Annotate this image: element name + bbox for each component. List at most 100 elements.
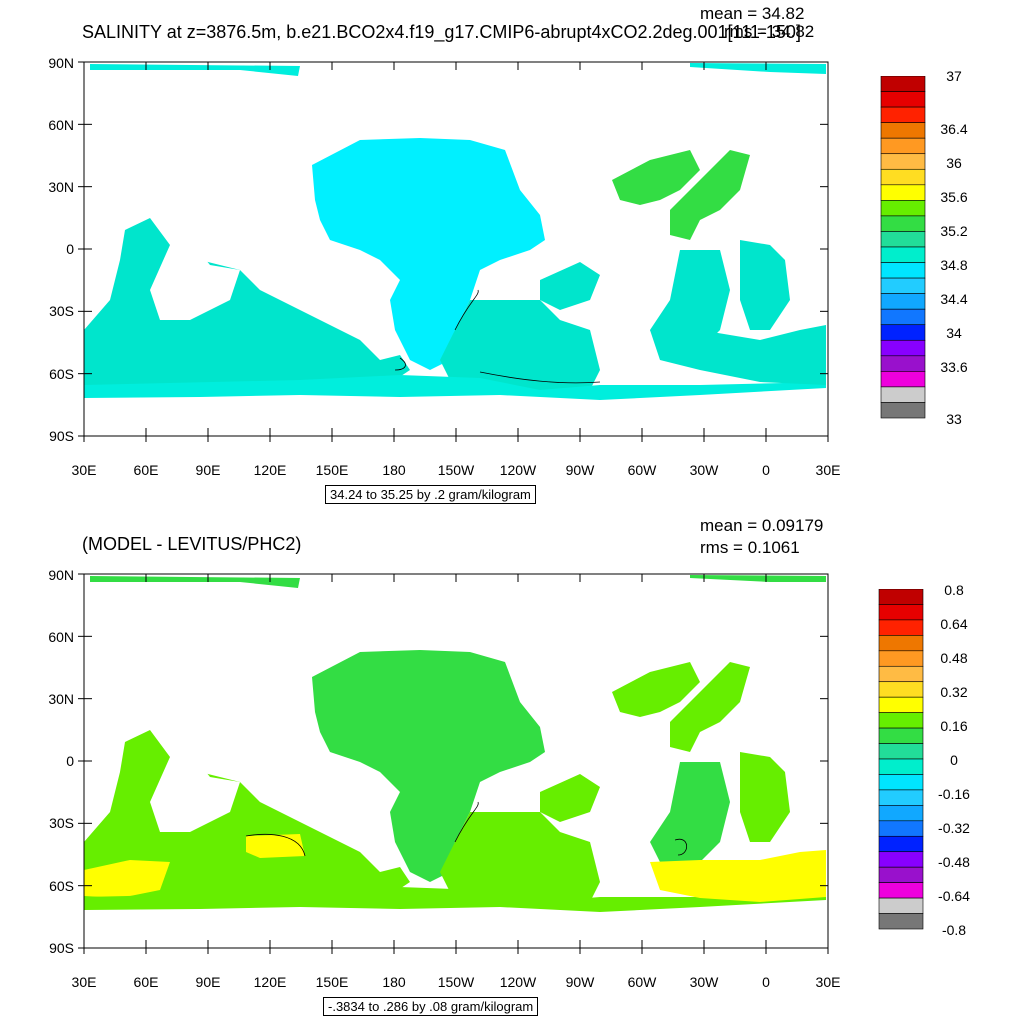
panel2-ytick-30S: 30S (49, 815, 74, 831)
panel2-region-atlantic-mid (740, 752, 790, 842)
panel2-region-southeast (540, 774, 600, 822)
panel1-xtick-60W: 60W (627, 462, 657, 478)
panel2-colorbar-swatch-3 (878, 635, 924, 652)
panel2-colorbar-swatch-12 (878, 774, 924, 791)
panel2-ytick-30N: 30N (48, 691, 74, 707)
panel2-colorbar-swatch-5 (878, 665, 924, 683)
panel1-region-atlantic-south (650, 250, 730, 350)
panel1-region-atlantic-north2 (670, 150, 750, 240)
panel1-ytick-0: 0 (66, 241, 74, 257)
panel2-region-atlantic-south (650, 762, 730, 862)
panel2-colorbar-swatch-2 (878, 619, 924, 636)
panel1-xtick-150E: 150E (315, 462, 349, 478)
panel1-xtick-90W: 90W (565, 462, 595, 478)
panel2-cb-label--0.16: -0.16 (938, 786, 970, 802)
panel2-colorbar-swatch-4 (878, 650, 924, 667)
panel1-region-pacific-south (440, 300, 600, 395)
panel1-info-box: 34.24 to 35.25 by .2 gram/kilogram (325, 485, 536, 504)
panel1-cb-label-33: 33 (946, 411, 962, 427)
panel2-region-atlantic-north (612, 662, 700, 717)
panel2-region-yellow-left (84, 860, 170, 898)
panel1-region-indian-mid (150, 240, 240, 320)
panel2-colorbar-swatch-9 (878, 727, 924, 744)
panel1-ytick-30S: 30S (49, 303, 74, 319)
panel1-xtick-30E: 30E (71, 462, 97, 478)
panel1-xtick-0: 0 (762, 462, 770, 478)
panel1-contour-2 (479, 371, 601, 384)
panel1-title: SALINITY at z=3876.5m, b.e21.BCO2x4.f19_… (82, 22, 801, 42)
panel1-cb-label-37: 37 (946, 68, 962, 84)
panel2-region-southwest-yellow (650, 850, 826, 902)
panel1-region-arctic-left (90, 64, 300, 76)
panel2-xtick-30E-end: 30E (815, 974, 841, 990)
panel2-region-arctic-left (90, 576, 300, 588)
panel2-region-yellow-mid (246, 834, 305, 858)
panel1-region-arctic-right (690, 63, 826, 74)
panel2-cb-label-0.64: 0.64 (940, 616, 968, 632)
panel1-region-atlantic-north (612, 150, 700, 205)
panel2-info-box: -.3834 to .286 by .08 gram/kilogram (323, 997, 539, 1016)
panel2-region-pacific (312, 650, 545, 882)
panel2-colorbar-swatch-17 (878, 851, 924, 868)
panel1-cb-label-34.8: 34.8 (940, 257, 968, 273)
panel1-cb-label-33.6: 33.6 (940, 359, 968, 375)
panel2-xtick-150W: 150W (437, 974, 475, 990)
panel1-region-southwest (650, 325, 826, 385)
panel2-region-indian-mid (150, 752, 240, 832)
panel2-cb-label-0.8: 0.8 (944, 582, 964, 598)
panel1-ytick-60N: 60N (48, 117, 74, 133)
panel2-cb-label-0: 0 (950, 752, 958, 768)
panel2-xtick-30W: 30W (689, 974, 719, 990)
panel2-ytick-0: 0 (66, 753, 74, 769)
panel1-rms: rms = 34.82 (724, 22, 815, 41)
panel1-xtick-30E-end: 30E (815, 462, 841, 478)
panel1-region-south-band (84, 375, 826, 400)
panel1-contour-3 (394, 357, 406, 371)
panel1-contour-1 (454, 289, 479, 331)
panel2-colorbar-swatch-20 (878, 897, 924, 914)
panel1-cb-label-36: 36 (946, 155, 962, 171)
panel1-ytick-90S: 90S (49, 428, 74, 444)
panel2-colorbar-swatch-21 (878, 913, 924, 930)
panel1-region-pacific (312, 138, 545, 370)
panel2-ytick-60N: 60N (48, 629, 74, 645)
panel2-contour-2 (245, 833, 306, 857)
panel1-ytick-30N: 30N (48, 179, 74, 195)
panel2-cb-label--0.48: -0.48 (938, 854, 970, 870)
panel1-cb-label-36.4: 36.4 (940, 121, 968, 137)
panel2-mean: mean = 0.09179 (700, 516, 824, 535)
panel2-xtick-120E: 120E (253, 974, 287, 990)
panel2-colorbar-swatch-18 (878, 866, 924, 883)
panel2-xtick-120W: 120W (499, 974, 537, 990)
panel2-cb-label--0.8: -0.8 (941, 922, 967, 938)
panel2-xtick-0: 0 (762, 974, 770, 990)
panel1-region-southeast (540, 262, 600, 310)
panel2-xtick-150E: 150E (315, 974, 349, 990)
panel2-cb-label--0.64: -0.64 (938, 888, 970, 904)
panel1-colorbar (880, 76, 926, 419)
panel1-xtick-180: 180 (382, 462, 406, 478)
panel1-colorbar-swatch-21 (880, 402, 926, 419)
panel1-xtick-30W: 30W (689, 462, 719, 478)
panel2-colorbar (878, 589, 924, 930)
panel2-cb-label-0.32: 0.32 (940, 684, 968, 700)
panel2-ytick-90S: 90S (49, 940, 74, 956)
panel2-colorbar-swatch-6 (878, 681, 924, 698)
panel1-xtick-120E: 120E (253, 462, 287, 478)
panel1-cb-label-35.2: 35.2 (940, 223, 968, 239)
panel2-xtick-60W: 60W (627, 974, 657, 990)
panel2-xtick-90W: 90W (565, 974, 595, 990)
panel2-colorbar-swatch-11 (878, 758, 924, 775)
panel1-mean: mean = 34.82 (700, 4, 805, 23)
panel1-xtick-90E: 90E (195, 462, 221, 478)
panel2-ytick-60S: 60S (49, 878, 74, 894)
panel2-cb-label-0.16: 0.16 (940, 718, 968, 734)
panel1-cb-label-35.6: 35.6 (940, 189, 968, 205)
panel2-title: (MODEL - LEVITUS/PHC2) (82, 534, 302, 554)
panel2-colorbar-swatch-10 (878, 743, 924, 760)
panel2-colorbar-swatch-15 (878, 820, 924, 837)
panel1-xtick-150W: 150W (437, 462, 475, 478)
